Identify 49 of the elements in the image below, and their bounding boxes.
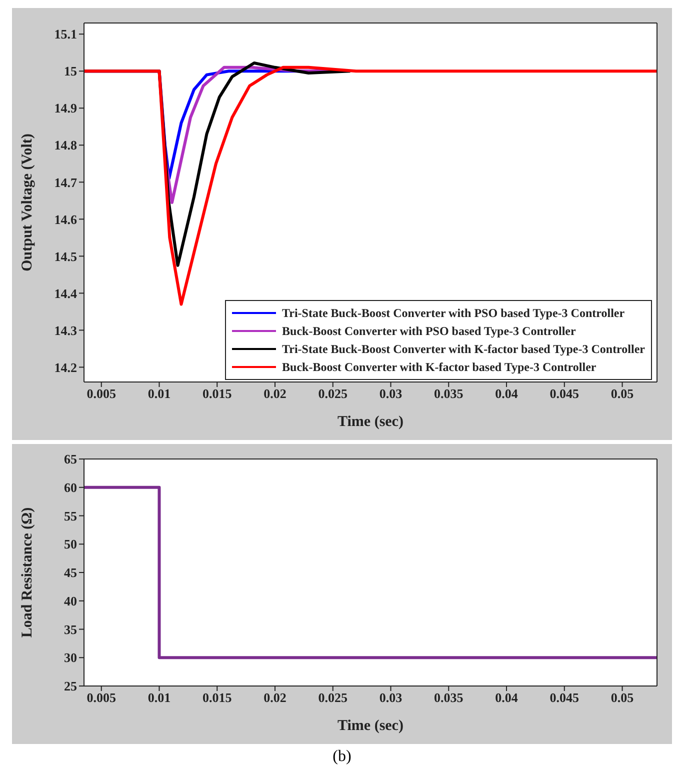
x-tick-label: 0.02 — [264, 386, 286, 402]
y-tick-label: 15 — [64, 64, 78, 79]
legend-label: Tri-State Buck-Boost Converter with PSO based Type-3 Controller — [282, 305, 625, 322]
x-tick-label: 0.025 — [318, 690, 348, 706]
x-tick-label: 0.05 — [610, 386, 634, 402]
x-axis-title: Time (sec) — [338, 414, 404, 430]
y-tick-label: 14.7 — [54, 174, 78, 190]
y-tick-label: 14.8 — [54, 138, 78, 153]
x-tick-label: 0.045 — [550, 690, 580, 706]
x-tick-label: 0.02 — [264, 690, 286, 706]
y-axis-title: Output Voltage (Volt) — [19, 134, 36, 272]
y-tick-label: 60 — [64, 480, 77, 495]
y-tick-label: 65 — [64, 452, 78, 467]
x-tick-label: 0.04 — [495, 386, 518, 402]
y-tick-label: 45 — [64, 565, 78, 580]
x-tick-label: 0.025 — [318, 386, 348, 402]
y-tick-label: 15.1 — [54, 26, 77, 42]
x-tick-label: 0.04 — [495, 690, 518, 706]
x-tick-label: 0.005 — [86, 690, 116, 706]
y-tick-label: 14.9 — [54, 100, 78, 116]
y-axis-title: Load Resistance (Ω) — [19, 507, 36, 638]
y-tick-label: 14.4 — [54, 286, 78, 301]
line-series — [84, 66, 657, 306]
legend-label: Buck-Boost Converter with K-factor based Type-3 Controller — [282, 359, 596, 376]
legend-label: Buck-Boost Converter with PSO based Type-3 Controller — [282, 323, 576, 340]
y-tick-label: 14.6 — [54, 212, 78, 227]
y-tick-label: 50 — [64, 536, 77, 552]
x-tick-label: 0.01 — [148, 690, 171, 706]
x-tick-label: 0.045 — [550, 386, 580, 402]
y-tick-label: 14.5 — [54, 248, 78, 264]
x-tick-label: 0.01 — [148, 386, 171, 402]
y-tick-label: 55 — [64, 508, 78, 524]
x-tick-label: 0.035 — [434, 690, 464, 706]
x-tick-label: 0.005 — [86, 386, 116, 402]
x-tick-label: 0.015 — [202, 690, 232, 706]
y-tick-label: 25 — [64, 678, 78, 694]
legend-label: Tri-State Buck-Boost Converter with K-factor based Type-3 Controller — [282, 341, 645, 358]
y-tick-label: 40 — [64, 593, 77, 608]
x-tick-label: 0.015 — [202, 386, 232, 402]
x-tick-label: 0.03 — [379, 386, 403, 402]
y-tick-label: 35 — [64, 622, 78, 637]
x-tick-label: 0.035 — [434, 386, 464, 402]
y-tick-label: 30 — [64, 650, 77, 666]
y-tick-label: 14.2 — [54, 360, 77, 375]
y-tick-label: 14.3 — [54, 322, 78, 338]
text: (b) — [332, 748, 352, 766]
x-tick-label: 0.03 — [379, 690, 403, 706]
x-axis-title: Time (sec) — [338, 718, 404, 734]
x-tick-label: 0.05 — [610, 690, 634, 706]
